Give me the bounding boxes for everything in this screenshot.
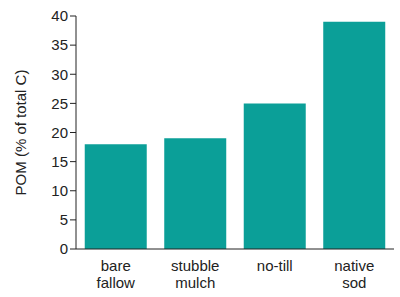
svg-text:20: 20	[51, 124, 68, 141]
svg-text:35: 35	[51, 36, 68, 53]
svg-text:stubblemulch: stubblemulch	[171, 257, 219, 291]
svg-text:5: 5	[60, 211, 68, 228]
svg-text:0: 0	[60, 240, 68, 257]
svg-text:30: 30	[51, 66, 68, 83]
svg-text:25: 25	[51, 95, 68, 112]
svg-text:no-till: no-till	[257, 257, 293, 274]
svg-text:nativesod: nativesod	[334, 257, 374, 291]
svg-text:10: 10	[51, 182, 68, 199]
svg-text:barefallow: barefallow	[97, 257, 136, 291]
svg-text:15: 15	[51, 153, 68, 170]
svg-text:POM (% of total C): POM (% of total C)	[12, 70, 29, 196]
svg-text:40: 40	[51, 7, 68, 24]
